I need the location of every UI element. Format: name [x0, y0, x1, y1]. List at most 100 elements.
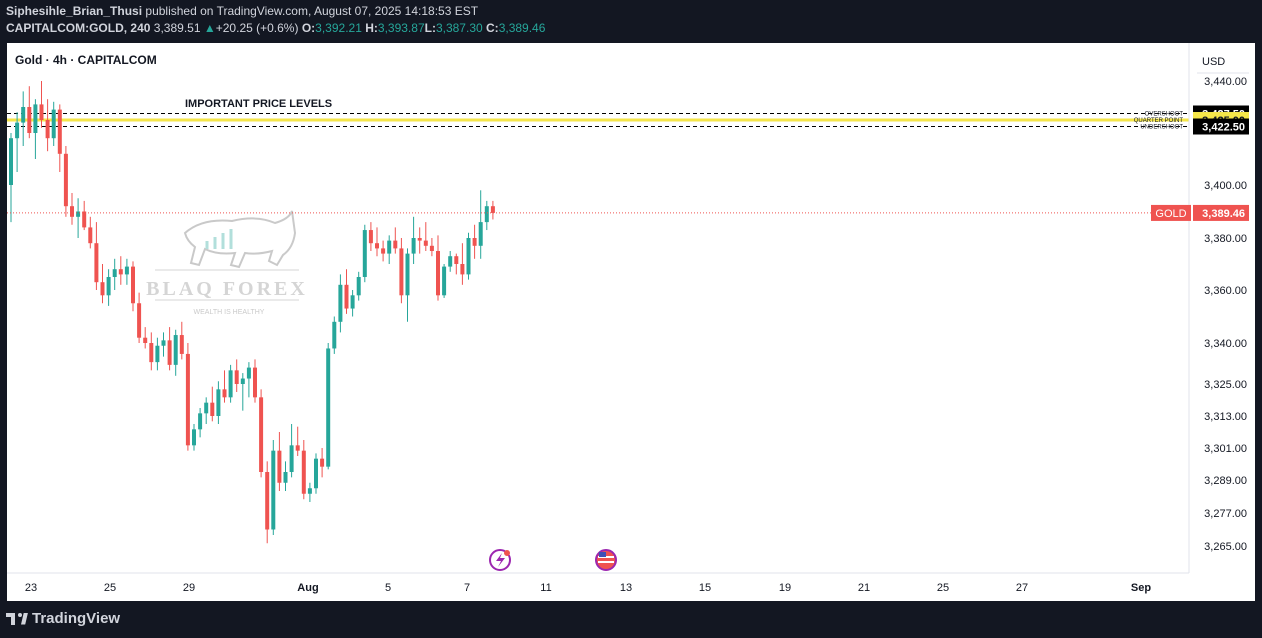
candle[interactable] — [204, 397, 209, 424]
chart-panel[interactable]: BLAQ FOREX WEALTH IS HEALTHY OVERSHOOT QU… — [7, 43, 1255, 601]
candle[interactable] — [448, 251, 453, 272]
symbol-title[interactable]: Gold · 4h · CAPITALCOM — [15, 53, 157, 67]
candle[interactable] — [393, 227, 398, 254]
candle[interactable] — [173, 329, 178, 376]
candle[interactable] — [320, 448, 325, 478]
candle[interactable] — [460, 243, 465, 285]
candle[interactable] — [51, 101, 56, 146]
candle[interactable] — [283, 461, 288, 491]
candle[interactable] — [39, 81, 44, 128]
candle[interactable] — [149, 332, 154, 371]
candle[interactable] — [57, 104, 62, 172]
candle[interactable] — [246, 362, 251, 398]
candle[interactable] — [301, 440, 306, 500]
candle[interactable] — [387, 235, 392, 264]
y-tick-label: 3,265.00 — [1204, 541, 1247, 553]
candle[interactable] — [21, 91, 26, 146]
watermark-logo: BLAQ FOREX WEALTH IS HEALTHY — [146, 210, 305, 316]
last-price: 3,389.51 — [153, 21, 201, 35]
candle[interactable] — [454, 253, 459, 275]
candle[interactable] — [143, 327, 148, 349]
candle[interactable] — [76, 198, 81, 238]
symbol-tag — [1151, 204, 1191, 221]
tradingview-logo[interactable]: TradingView — [6, 610, 120, 627]
candle[interactable] — [332, 316, 337, 354]
candle[interactable] — [350, 290, 355, 317]
candle[interactable] — [466, 232, 471, 280]
candle[interactable] — [161, 332, 166, 357]
candle[interactable] — [222, 370, 227, 403]
candle[interactable] — [33, 99, 38, 159]
candle[interactable] — [436, 235, 440, 301]
candle[interactable] — [368, 222, 373, 251]
candle[interactable] — [192, 424, 196, 451]
candle[interactable] — [210, 386, 215, 422]
candle[interactable] — [15, 112, 20, 172]
candle[interactable] — [442, 264, 447, 298]
x-tick-label: 23 — [25, 582, 37, 594]
candle[interactable] — [417, 227, 422, 254]
candle[interactable] — [307, 482, 312, 502]
candle[interactable] — [356, 271, 361, 301]
candle[interactable] — [112, 258, 117, 290]
candle[interactable] — [429, 238, 434, 257]
candle[interactable] — [94, 222, 99, 290]
currency-label[interactable]: USD — [1202, 56, 1225, 68]
candle[interactable] — [100, 264, 105, 304]
candle[interactable] — [271, 440, 276, 535]
earnings-event-icon[interactable] — [489, 549, 511, 571]
candle[interactable] — [338, 274, 343, 333]
low-value: 3,387.30 — [435, 21, 483, 35]
candle[interactable] — [289, 424, 294, 478]
candle[interactable] — [240, 373, 245, 411]
candle[interactable] — [423, 222, 428, 251]
candle[interactable] — [131, 261, 135, 312]
candle[interactable] — [490, 200, 495, 220]
candle[interactable] — [137, 292, 142, 343]
candle[interactable] — [326, 343, 331, 470]
candle[interactable] — [198, 408, 203, 438]
candle[interactable] — [70, 192, 74, 225]
symbol-tag-label: GOLD — [1155, 208, 1186, 220]
candle[interactable] — [88, 216, 93, 249]
candle[interactable] — [155, 337, 160, 371]
candle[interactable] — [63, 146, 68, 217]
candle[interactable] — [478, 190, 483, 259]
x-tick-label: Sep — [1131, 582, 1151, 594]
author-name[interactable]: Siphesihle_Brian_Thusi — [6, 4, 143, 18]
candle[interactable] — [45, 99, 50, 152]
candle[interactable] — [277, 432, 282, 491]
candle[interactable] — [265, 461, 270, 544]
candle[interactable] — [9, 133, 13, 223]
current-price-label: 3,389.46 — [1202, 208, 1245, 220]
candle[interactable] — [399, 238, 404, 304]
candle[interactable] — [106, 269, 111, 306]
candle[interactable] — [362, 224, 367, 283]
candle[interactable] — [411, 216, 416, 264]
candle[interactable] — [472, 224, 477, 259]
up-arrow-icon: ▲ — [203, 21, 216, 35]
candle[interactable] — [375, 227, 379, 257]
candle[interactable] — [82, 200, 87, 231]
candle[interactable] — [295, 426, 300, 456]
candle[interactable] — [344, 269, 349, 314]
candle[interactable] — [216, 381, 221, 424]
candle[interactable] — [124, 258, 129, 285]
candle[interactable] — [228, 364, 233, 403]
annotation-label[interactable]: IMPORTANT PRICE LEVELS — [185, 98, 332, 110]
candle[interactable] — [381, 240, 386, 262]
candle[interactable] — [405, 248, 410, 322]
candle[interactable] — [179, 321, 184, 360]
candle[interactable] — [259, 389, 264, 478]
candle[interactable] — [484, 200, 489, 231]
candle[interactable] — [185, 343, 190, 451]
x-tick-label: 11 — [540, 582, 551, 594]
candle[interactable] — [27, 86, 32, 139]
candle[interactable] — [314, 453, 318, 494]
candle[interactable] — [234, 359, 239, 392]
candle[interactable] — [253, 359, 257, 403]
us-flag-event-icon[interactable] — [595, 549, 617, 571]
candle[interactable] — [167, 327, 172, 371]
price-chart[interactable]: BLAQ FOREX WEALTH IS HEALTHY OVERSHOOTQU… — [7, 43, 1255, 601]
candle[interactable] — [118, 256, 123, 285]
